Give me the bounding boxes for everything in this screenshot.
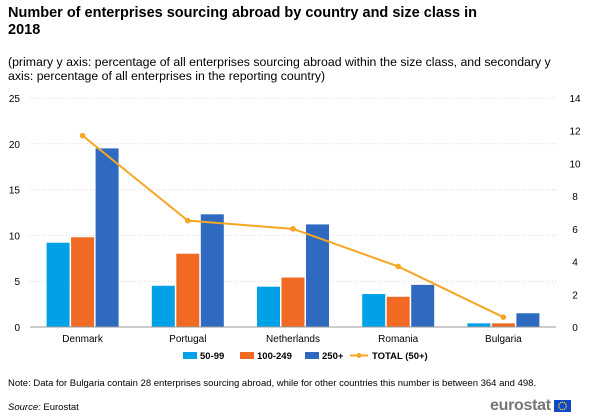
source-value: Eurostat [43,402,79,413]
y2-tick-label: 10 [569,159,581,170]
legend: 50-99 100-249 250+ TOTAL (50+) [183,351,428,362]
legend-swatch [183,352,197,359]
total-point [79,132,86,139]
source-line: Source: Eurostat [8,402,79,413]
y2-tick-label: 0 [572,323,578,334]
x-tick-label: Portugal [169,334,206,345]
y-tick-label: 10 [9,231,21,242]
bar [516,313,540,327]
y2-tick-label: 12 [569,127,581,138]
total-point [395,263,402,270]
bar [46,242,70,327]
total-point [500,314,507,320]
legend-label: 50-99 [200,351,224,362]
bar [281,277,305,327]
y-tick-label: 5 [14,277,20,288]
footnote: Note: Data for Bulgaria contain 28 enter… [8,378,537,389]
total-point [290,226,296,232]
y-tick-label: 20 [9,140,21,151]
source-label: Source: [8,402,41,413]
y-tick-label: 25 [9,94,21,105]
bar [362,294,386,327]
y2-tick-label: 6 [572,225,578,236]
secondary-y-axis: 0 2 4 6 8 10 12 14 [569,94,581,334]
y2-tick-label: 8 [572,192,578,203]
bar [257,286,280,327]
legend-swatch [240,352,254,359]
x-tick-label: Denmark [62,334,104,345]
y2-tick-label: 4 [572,258,578,269]
bar [386,296,410,327]
legend-marker [356,353,362,358]
x-tick-label: Bulgaria [485,334,522,345]
eurostat-logo: eurostat [490,397,571,415]
legend-swatch [305,352,319,359]
chart-subtitle: (primary y axis: percentage of all enter… [8,55,551,83]
bar [95,148,119,327]
total-point [185,217,191,224]
legend-label: TOTAL (50+) [372,351,428,362]
bar [411,284,435,327]
bars [46,148,540,327]
x-axis: Denmark Portugal Netherlands Romania Bulgari… [30,326,556,345]
bar [71,237,95,327]
bar [176,253,200,327]
bar [200,214,224,327]
eu-flag-icon [553,400,571,412]
total-line [79,132,507,320]
x-tick-label: Romania [378,334,418,345]
bar [491,323,515,327]
logo-text: eurostat [490,397,551,414]
y-tick-label: 0 [14,323,20,334]
x-tick-label: Netherlands [266,334,320,345]
y2-tick-label: 14 [569,94,581,105]
bar [306,224,329,327]
primary-y-axis: 0 5 10 15 20 25 [9,94,21,334]
legend-label: 100-249 [257,351,292,362]
bar [151,285,175,327]
y-tick-label: 15 [9,186,21,197]
chart-title: Number of enterprises sourcing abroad by… [8,5,477,38]
chart: 0 5 10 15 20 25 0 2 4 6 8 10 12 14 Denmark Portugal Ne… [9,94,581,362]
legend-label: 250+ [322,351,344,362]
y2-tick-label: 2 [572,290,578,301]
bar [467,323,491,327]
